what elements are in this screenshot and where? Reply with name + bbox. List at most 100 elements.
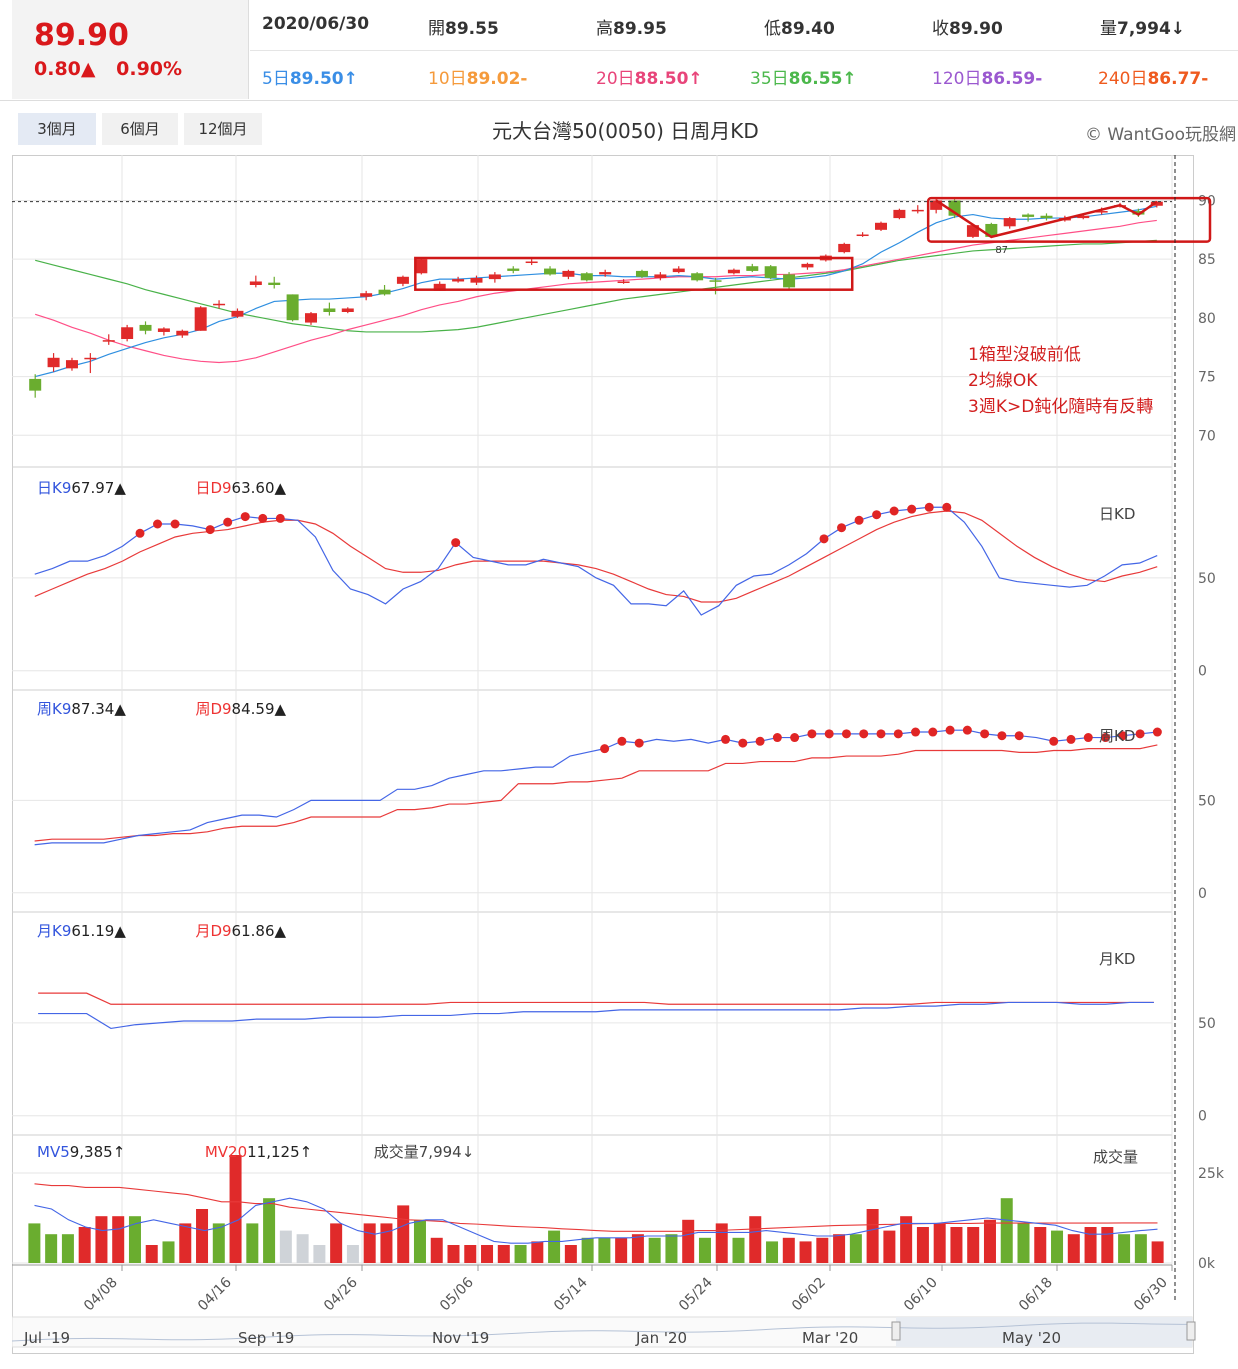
d-line — [34, 744, 1158, 842]
candle-body — [286, 294, 299, 321]
navigator-right-handle — [1186, 1321, 1196, 1341]
monthly-kd-panel: 50 0 — [12, 992, 1216, 1125]
volume-bar — [196, 1209, 209, 1263]
overbought-dot — [170, 519, 180, 529]
volume-bar — [749, 1216, 762, 1263]
volume-bar — [950, 1227, 963, 1263]
volume-bar — [816, 1237, 829, 1263]
candle-body — [305, 313, 317, 323]
volume-bar — [531, 1241, 544, 1263]
navigator-label: Mar '20 — [802, 1329, 858, 1347]
ma240-cell: 240日86.77- — [1098, 64, 1208, 89]
monthly-kd-legend: 月K961.19▲ 月D961.86▲ — [37, 920, 286, 941]
candle-body — [764, 266, 777, 278]
close-label: 收 — [932, 19, 949, 39]
candle-body — [1003, 218, 1016, 227]
candle-body — [213, 303, 226, 306]
x-tick-label: 04/16 — [195, 1274, 235, 1314]
candle-body — [139, 324, 152, 331]
candle-body — [194, 307, 207, 331]
y-tick-label: 85 — [1198, 252, 1216, 268]
volume-bar — [900, 1216, 913, 1263]
volume-legend-value: 7,994↓ — [418, 1143, 475, 1161]
overbought-dot — [942, 502, 952, 512]
x-tick-label: 05/14 — [551, 1274, 591, 1314]
candle-body — [893, 209, 906, 219]
overbought-dot — [859, 729, 869, 739]
ma-row: 5日89.50↑ 10日89.02- 20日88.50↑ 35日86.55↑ 1… — [250, 50, 1238, 100]
daily-d-legend-label: 日D9 — [195, 479, 232, 497]
k-line — [38, 1001, 1154, 1030]
candle-body — [29, 378, 42, 391]
tab-3-months[interactable]: 3個月 — [18, 113, 96, 145]
low-value: 89.40 — [781, 19, 835, 39]
low-cell: 低89.40 — [764, 14, 835, 39]
x-tick-label: 06/02 — [789, 1275, 829, 1315]
mv20-legend-label: MV20 — [204, 1143, 248, 1161]
x-tick-label: 05/24 — [676, 1274, 716, 1314]
kd-chart-svg: 90 85 80 75 70 87 50 0 50 0 50 0 25k 0k 04/08 04/1… — [12, 155, 1225, 1348]
quote-date: 2020/06/30 — [262, 14, 370, 34]
monthly-k-legend-value: 61.19▲ — [71, 922, 126, 940]
ma240-label: 240日 — [1098, 69, 1148, 89]
credit-label: © WantGoo玩股網 — [1085, 125, 1236, 145]
overbought-dot — [1118, 731, 1128, 741]
volume-bar — [665, 1234, 678, 1263]
ma10-value: 89.02- — [466, 69, 528, 89]
ma60-line — [35, 239, 1157, 333]
volume-bar — [799, 1241, 812, 1263]
overbought-dot — [945, 725, 955, 735]
monthly-k-legend-label: 月K9 — [37, 922, 72, 940]
y-tick-label: 90 — [1198, 193, 1216, 209]
candle-body — [875, 222, 887, 230]
candle-body — [176, 330, 189, 336]
daily-kd-panel-label: 日KD — [1099, 505, 1136, 523]
volume-bar — [95, 1216, 108, 1263]
volume-bar — [1151, 1241, 1164, 1263]
overbought-dot — [600, 744, 610, 754]
trend-annotation-line — [935, 199, 1158, 239]
volume-bar — [61, 1234, 74, 1263]
daily-k-legend-label: 日K9 — [37, 479, 72, 497]
daily-d-legend-value: 63.60▲ — [231, 479, 287, 497]
overbought-dot — [205, 525, 215, 535]
candle-body — [1132, 211, 1145, 215]
y-tick-label: 70 — [1198, 428, 1216, 444]
candle-body — [727, 269, 740, 274]
daily-kd-panel: 50 0 — [12, 502, 1216, 680]
navigator-left-handle — [891, 1321, 901, 1341]
overbought-dot — [907, 504, 917, 514]
weekly-kd-panel-label: 周KD — [1099, 727, 1136, 745]
ma5-cell: 5日89.50↑ — [262, 64, 358, 89]
ma20-cell: 20日88.50↑ — [596, 64, 703, 89]
candle-body — [488, 274, 501, 280]
volume-bar — [363, 1223, 376, 1263]
volume-bar — [330, 1223, 343, 1263]
candle-body — [617, 281, 630, 283]
close-cell: 收89.90 — [932, 14, 1003, 39]
chart-title: 元大台灣50(0050) 日周月KD — [492, 119, 759, 143]
candle-body — [1040, 215, 1053, 219]
candle-body — [507, 268, 520, 271]
ma10-cell: 10日89.02- — [428, 64, 527, 89]
volume-bar — [1118, 1234, 1131, 1263]
navigator-series — [12, 1322, 1193, 1342]
y-tick-label: 0 — [1198, 886, 1207, 902]
volume-bar — [296, 1234, 309, 1263]
low-marker-label: 87 — [995, 245, 1008, 256]
tab-12-months[interactable]: 12個月 — [184, 113, 262, 145]
volume-bar — [346, 1245, 359, 1263]
candle-body — [121, 327, 134, 339]
tab-6-months[interactable]: 6個月 — [102, 113, 178, 145]
monthly-kd-panel-label: 月KD — [1099, 950, 1136, 968]
overbought-dot — [223, 517, 233, 527]
navigator-label: Jul '19 — [23, 1329, 70, 1347]
ma120-value: 86.59- — [981, 69, 1043, 89]
overbought-dot — [772, 733, 782, 743]
ma20-label: 20日 — [596, 69, 635, 89]
volume-bar — [179, 1223, 192, 1263]
price-change: 0.80▲ 0.90% — [34, 58, 196, 80]
navigator-selection — [896, 1317, 1192, 1347]
volume-bar — [564, 1245, 577, 1263]
volume-bar — [1067, 1234, 1080, 1263]
